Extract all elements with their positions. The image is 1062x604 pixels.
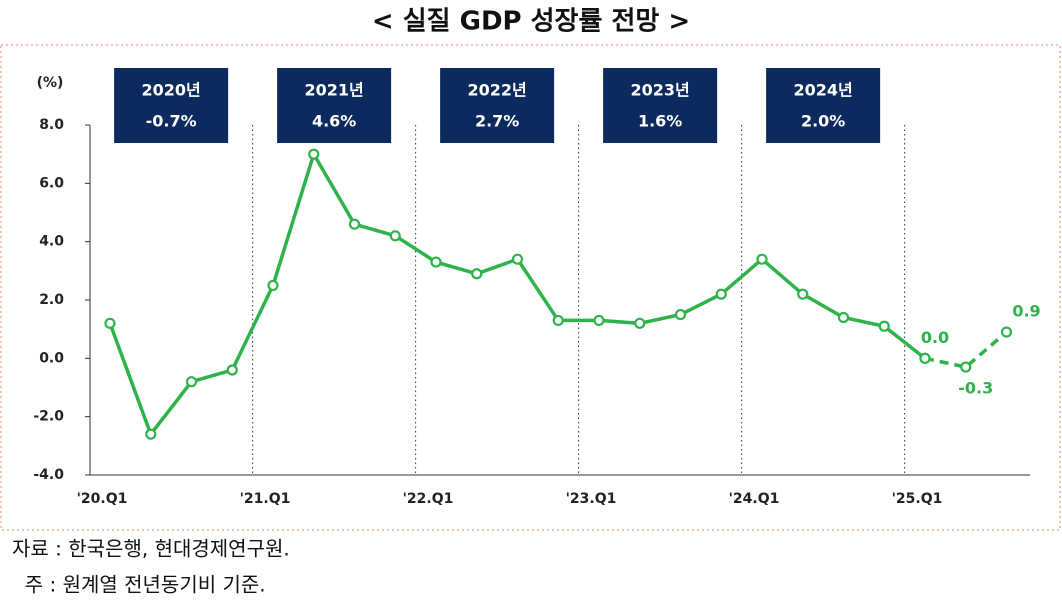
year-box (766, 68, 881, 143)
x-tick-label: '21.Q1 (240, 491, 291, 507)
y-tick-label: -4.0 (33, 467, 64, 483)
year-box-year: 2023년 (630, 81, 689, 100)
x-tick-label: '20.Q1 (77, 491, 128, 507)
point (797, 288, 809, 300)
point (1000, 326, 1013, 338)
point (348, 218, 361, 230)
year-box (603, 68, 718, 143)
point (878, 320, 890, 332)
point (389, 230, 401, 242)
point (715, 288, 727, 300)
year-box-year: 2022년 (467, 81, 526, 100)
point (145, 428, 157, 440)
point (634, 317, 646, 329)
data-label: -0.3 (958, 379, 993, 398)
year-box-growth: 2.7% (475, 112, 519, 131)
x-tick-label: '22.Q1 (403, 491, 454, 507)
x-tick-label: '24.Q1 (729, 491, 780, 507)
x-tick-label: '25.Q1 (892, 491, 943, 507)
data-label: 0.0 (921, 328, 949, 347)
point (919, 352, 931, 364)
data-label: 0.9 (1012, 302, 1040, 321)
point (471, 268, 483, 280)
y-tick-label: 6.0 (39, 175, 64, 191)
note: 자료 : 한국은행, 현대경제연구원. (12, 537, 290, 561)
point (104, 317, 116, 329)
y-tick-label: 4.0 (39, 234, 64, 250)
chart-title: < 실질 GDP 성장률 전망 > (372, 7, 690, 37)
year-box-growth: 2.0% (801, 112, 845, 131)
point (960, 361, 972, 373)
year-box (440, 68, 555, 143)
chart-frame (0, 44, 1061, 531)
year-box-growth: 1.6% (638, 112, 682, 131)
point (226, 364, 238, 376)
year-box-year: 2020년 (141, 81, 200, 100)
year-box (114, 68, 229, 143)
point (308, 148, 320, 160)
year-box (277, 68, 392, 143)
year-box-year: 2021년 (304, 81, 363, 100)
point (430, 256, 442, 268)
point (511, 253, 524, 265)
y-tick-label: 8.0 (39, 117, 64, 133)
y-unit: (%) (37, 75, 64, 91)
note: 주 : 원계열 전년동기비 기준. (12, 573, 266, 597)
year-box-year: 2024년 (793, 81, 852, 100)
year-box-growth: -0.7% (146, 112, 197, 131)
point (837, 311, 850, 324)
point (756, 253, 768, 265)
point (185, 376, 198, 388)
point (674, 308, 687, 321)
x-tick-label: '23.Q1 (566, 491, 617, 507)
point (267, 279, 279, 292)
y-tick-label: 2.0 (39, 292, 64, 308)
y-tick-label: -2.0 (33, 409, 64, 425)
point (593, 314, 605, 327)
y-tick-label: 0.0 (39, 350, 64, 366)
year-box-growth: 4.6% (312, 112, 356, 131)
series-line (924, 330, 1008, 369)
point (552, 314, 564, 327)
